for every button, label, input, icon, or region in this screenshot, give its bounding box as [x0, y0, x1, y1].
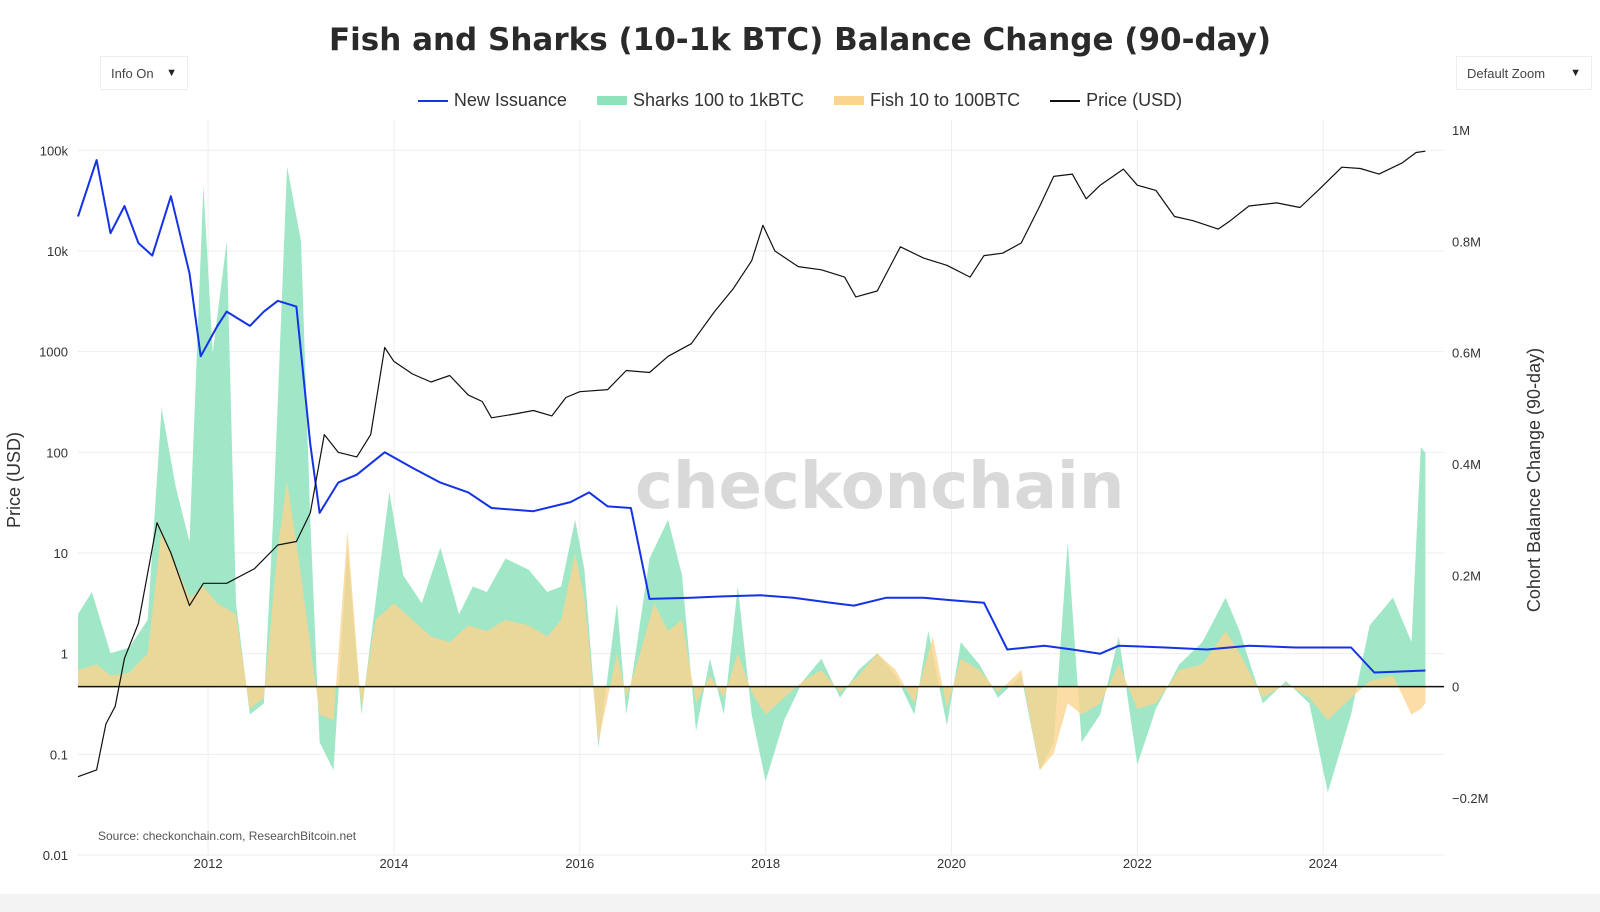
info-toggle-dropdown[interactable]: Info On ▼: [100, 56, 188, 90]
right-y-axis-title: Cohort Balance Change (90-day): [1524, 348, 1544, 612]
zoom-dropdown[interactable]: Default Zoom ▼: [1456, 56, 1592, 90]
x-tick-label: 2020: [937, 856, 966, 871]
x-tick-label: 2014: [379, 856, 408, 871]
legend-swatch: [834, 96, 865, 105]
right-y-tick-label: 0.2M: [1452, 568, 1481, 583]
left-y-tick-label: 1: [61, 647, 68, 662]
right-y-tick-label: 0.6M: [1452, 346, 1481, 361]
legend-item-new-issuance[interactable]: New Issuance: [417, 90, 567, 111]
bottom-bar: [0, 894, 1600, 912]
zoom-label: Default Zoom: [1467, 65, 1546, 81]
x-tick-label: 2022: [1123, 856, 1152, 871]
left-y-tick-label: 1000: [39, 345, 68, 360]
x-tick-label: 2016: [565, 856, 594, 871]
info-toggle-label: Info On: [111, 65, 154, 81]
x-tick-label: 2024: [1309, 856, 1338, 871]
chevron-down-icon: ▼: [166, 67, 177, 79]
right-y-tick-label: 1M: [1452, 123, 1470, 138]
legend-item-price[interactable]: Price (USD): [1050, 90, 1182, 111]
left-y-tick-label: 10k: [47, 244, 68, 259]
right-y-tick-label: −0.2M: [1452, 791, 1489, 806]
x-tick-label: 2018: [751, 856, 780, 871]
watermark: checkonchain: [635, 450, 1125, 524]
x-axis-ticks: 2012 2014 2016 2018 2020 2022 2024: [194, 856, 1338, 871]
area-series: [78, 166, 1426, 793]
right-y-tick-label: 0.4M: [1452, 457, 1481, 472]
left-y-tick-label: 100: [46, 445, 68, 460]
legend-swatch: [417, 99, 448, 102]
legend-swatch: [1050, 99, 1081, 102]
source-note: Source: checkonchain.com, ResearchBitcoi…: [98, 829, 357, 843]
legend: New Issuance Sharks 100 to 1kBTC Fish 10…: [0, 90, 1600, 111]
legend-label: Price (USD): [1086, 90, 1183, 110]
chart-title: Fish and Sharks (10-1k BTC) Balance Chan…: [328, 22, 1272, 58]
legend-label: Sharks 100 to 1kBTC: [632, 90, 805, 110]
series-line-price: [77, 150, 1426, 778]
chevron-down-icon: ▼: [1570, 67, 1581, 79]
legend-label: Fish 10 to 100BTC: [870, 90, 1021, 110]
left-y-tick-label: 10: [54, 546, 68, 561]
legend-item-fish[interactable]: Fish 10 to 100BTC: [834, 90, 1020, 111]
left-y-tick-label: 0.1: [50, 747, 68, 762]
legend-label: New Issuance: [453, 90, 567, 110]
line-series: [77, 150, 1426, 778]
series-area-fish: [78, 480, 1426, 771]
left-y-tick-label: 0.01: [43, 848, 68, 863]
left-y-axis-title: Price (USD): [4, 432, 24, 528]
legend-item-sharks[interactable]: Sharks 100 to 1kBTC: [596, 90, 805, 111]
x-tick-label: 2012: [194, 856, 223, 871]
series-line-new: [77, 159, 1426, 674]
right-y-tick-label: 0.8M: [1452, 234, 1481, 249]
left-y-axis-ticks: 0.01 0.1 1 10 100 1000 10k 100k: [39, 143, 68, 863]
legend-swatch: [596, 96, 627, 105]
right-y-axis-ticks: −0.2M 0 0.2M 0.4M 0.6M 0.8M 1M: [1452, 123, 1489, 806]
left-y-tick-label: 100k: [40, 143, 69, 158]
right-y-tick-label: 0: [1452, 680, 1459, 695]
